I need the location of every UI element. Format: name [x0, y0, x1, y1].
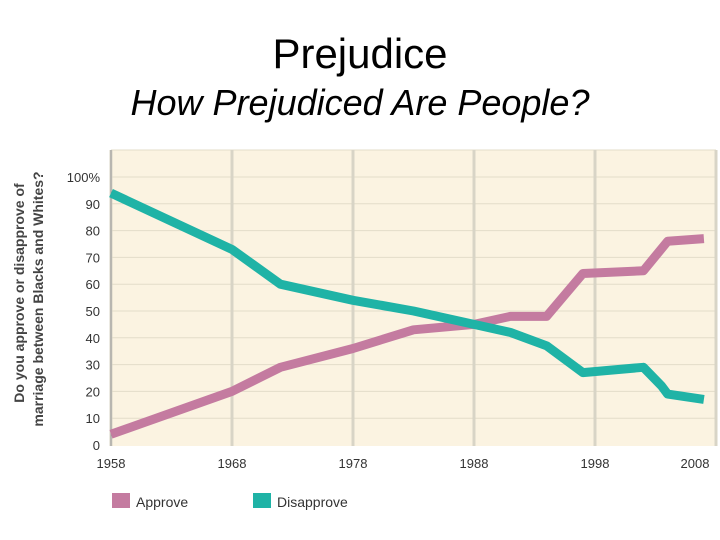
y-tick-label: 20: [86, 384, 100, 399]
y-tick-label: 80: [86, 224, 100, 239]
legend-label-approve: Approve: [136, 494, 188, 510]
y-tick-label: 100%: [67, 170, 101, 185]
y-tick-label: 70: [86, 250, 100, 265]
x-tick-label: 1958: [97, 456, 126, 471]
y-tick-labels: 0 10 20 30 40 50 60 70 80 90 100%: [67, 170, 101, 453]
x-tick-label: 1998: [581, 456, 610, 471]
y-tick-label: 10: [86, 411, 100, 426]
y-axis-label-line1: Do you approve or disapprove of: [11, 183, 27, 403]
x-tick-label: 2008: [681, 456, 710, 471]
series-line-disapprove: [109, 189, 705, 404]
y-tick-label: 30: [86, 358, 100, 373]
slide-subtitle: How Prejudiced Are People?: [130, 82, 590, 123]
legend-label-disapprove: Disapprove: [277, 494, 348, 510]
x-tick-labels: 1958 1968 1978 1988 1998 2008: [97, 456, 710, 471]
x-tick-label: 1988: [460, 456, 489, 471]
x-tick-label: 1968: [218, 456, 247, 471]
slide-title: Prejudice: [272, 30, 448, 77]
legend-swatch-approve: [112, 493, 130, 508]
y-tick-label: 0: [93, 438, 100, 453]
legend-swatch-disapprove: [253, 493, 271, 508]
y-tick-label: 60: [86, 277, 100, 292]
y-tick-label: 90: [86, 197, 100, 212]
y-tick-label: 40: [86, 331, 100, 346]
series-line-approve: [109, 234, 705, 439]
y-tick-label: 50: [86, 304, 100, 319]
series-lines: [109, 189, 705, 439]
y-axis-label-line2: marriage between Blacks and Whites?: [30, 171, 46, 426]
legend: Approve Disapprove: [112, 493, 348, 510]
x-tick-label: 1978: [339, 456, 368, 471]
